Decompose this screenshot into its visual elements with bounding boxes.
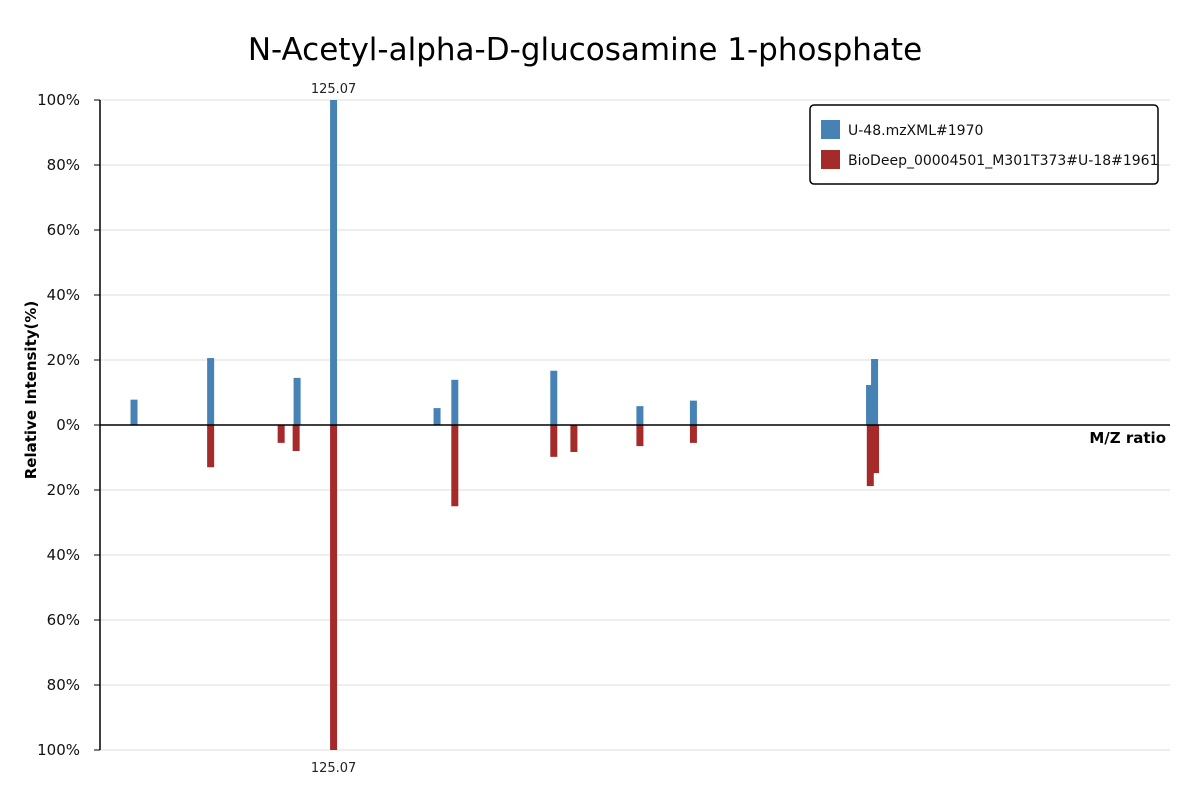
peak-bars [130, 100, 880, 750]
query-peak-bar [866, 385, 874, 425]
query-peak-bar [293, 377, 301, 425]
y-tick-label: 60% [47, 221, 80, 239]
query-peak-bar [207, 358, 215, 425]
legend-swatch [821, 150, 840, 169]
y-tick-label: 20% [47, 481, 80, 499]
reference-peak-bar [689, 425, 697, 443]
reference-peak-bar [550, 425, 558, 457]
x-axis-title: M/Z ratio [1089, 429, 1166, 447]
chart-title: N-Acetyl-alpha-D-glucosamine 1-phosphate [248, 32, 922, 68]
legend: U-48.mzXML#1970 BioDeep_00004501_M301T373… [809, 104, 1159, 185]
query-peak-bar [330, 100, 338, 425]
y-tick-labels: 100% 80% 60% 40% 20% 0% 20% 40% 60% 80% 100% [37, 91, 100, 759]
y-tick-label: 100% [37, 741, 80, 759]
peak-mz-label: 125.07 [311, 761, 357, 776]
reference-peak-bar [570, 425, 578, 452]
reference-peak-bar [872, 425, 880, 474]
y-tick-label: 40% [47, 546, 80, 564]
query-peak-bar [689, 400, 697, 425]
legend-label: U-48.mzXML#1970 [848, 123, 983, 139]
axes [99, 100, 1170, 750]
reference-peak-bar [292, 425, 300, 451]
peak-labels: 125.07 125.07 [311, 82, 357, 776]
y-tick-label: 40% [47, 286, 80, 304]
query-peak-bar [451, 379, 459, 425]
y-tick-label: 80% [47, 676, 80, 694]
reference-peak-bar [277, 425, 285, 443]
y-tick-label: 100% [37, 91, 80, 109]
legend-box [809, 104, 1159, 185]
reference-peak-bar [636, 425, 644, 447]
reference-peak-bar [207, 425, 215, 468]
query-peak-bar [871, 359, 879, 425]
y-tick-label: 0% [56, 416, 80, 434]
reference-peak-bar [451, 425, 459, 507]
reference-peak-bar [866, 425, 874, 487]
legend-label: BioDeep_00004501_M301T373#U-18#1961 [848, 153, 1159, 169]
query-peak-bar [550, 370, 558, 425]
legend-swatch [821, 120, 840, 139]
y-axis-title: Relative Intensity(%) [22, 301, 40, 480]
query-peak-bar [636, 406, 644, 425]
reference-peak-bar [330, 425, 338, 750]
peak-mz-label: 125.07 [311, 82, 357, 97]
y-tick-label: 80% [47, 156, 80, 174]
y-tick-label: 20% [47, 351, 80, 369]
y-tick-label: 60% [47, 611, 80, 629]
query-peak-bar [433, 408, 441, 425]
query-peak-bar [130, 399, 138, 425]
